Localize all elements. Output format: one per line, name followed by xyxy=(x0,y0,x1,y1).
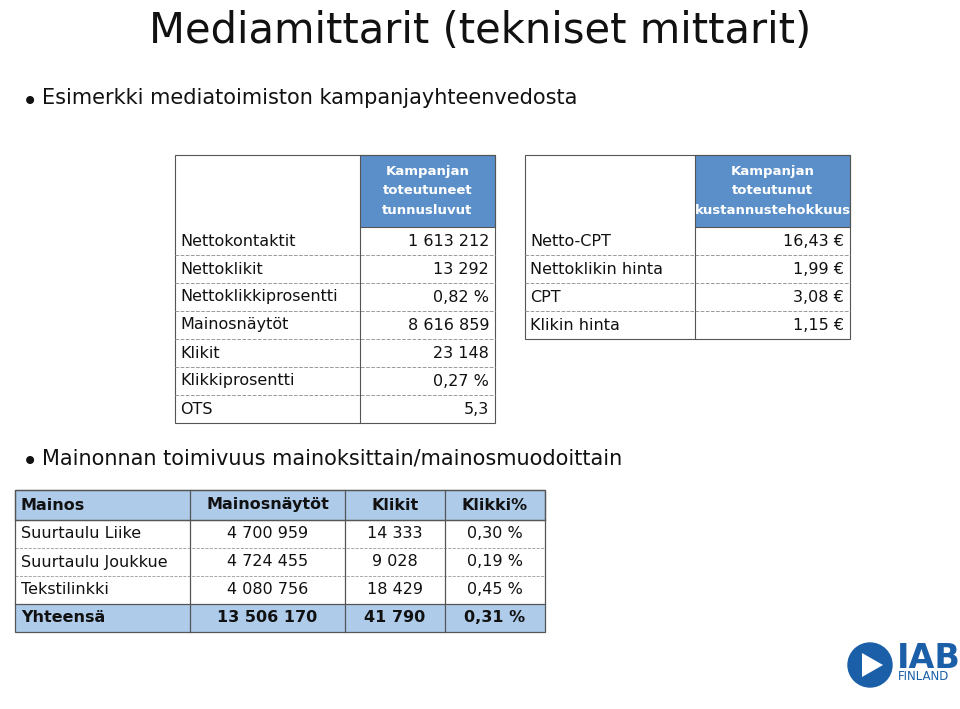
Text: 0,19 %: 0,19 % xyxy=(467,554,523,569)
Text: 1,15 €: 1,15 € xyxy=(793,318,844,333)
Text: Nettoklikin hinta: Nettoklikin hinta xyxy=(530,262,663,277)
Text: Mainosnäytöt: Mainosnäytöt xyxy=(206,498,329,513)
Text: •: • xyxy=(22,448,38,476)
Text: 13 292: 13 292 xyxy=(433,262,489,277)
Text: 3,08 €: 3,08 € xyxy=(793,289,844,304)
Text: Klikki%: Klikki% xyxy=(462,498,528,513)
Text: 1 613 212: 1 613 212 xyxy=(408,233,489,248)
Text: Suurtaulu Liike: Suurtaulu Liike xyxy=(21,527,141,542)
Text: Mainos: Mainos xyxy=(21,498,85,513)
Text: Netto-CPT: Netto-CPT xyxy=(530,233,611,248)
Text: CPT: CPT xyxy=(530,289,561,304)
Text: 23 148: 23 148 xyxy=(433,345,489,360)
Text: Esimerkki mediatoimiston kampanjayhteenvedosta: Esimerkki mediatoimiston kampanjayhteenv… xyxy=(42,88,577,108)
Bar xyxy=(15,548,545,576)
Bar xyxy=(15,520,545,548)
Text: 0,45 %: 0,45 % xyxy=(468,583,523,598)
Bar xyxy=(15,490,545,520)
Text: Yhteensä: Yhteensä xyxy=(21,610,106,625)
Text: Nettoklikkiprosentti: Nettoklikkiprosentti xyxy=(180,289,338,304)
Bar xyxy=(525,227,850,339)
Text: 5,3: 5,3 xyxy=(464,401,489,416)
Text: 9 028: 9 028 xyxy=(372,554,418,569)
Text: Kampanjan
toteutuneet
tunnusluvut: Kampanjan toteutuneet tunnusluvut xyxy=(382,165,472,216)
Text: 0,31 %: 0,31 % xyxy=(465,610,525,625)
Text: 4 080 756: 4 080 756 xyxy=(227,583,308,598)
Bar xyxy=(15,576,545,604)
Text: Nettokontaktit: Nettokontaktit xyxy=(180,233,296,248)
Text: 1,99 €: 1,99 € xyxy=(793,262,844,277)
Text: 13 506 170: 13 506 170 xyxy=(217,610,318,625)
Bar xyxy=(695,155,850,227)
Text: •: • xyxy=(22,88,38,116)
Text: 0,27 %: 0,27 % xyxy=(433,374,489,389)
Text: Klikit: Klikit xyxy=(372,498,419,513)
Text: 4 700 959: 4 700 959 xyxy=(227,527,308,542)
Text: 14 333: 14 333 xyxy=(368,527,422,542)
Bar xyxy=(360,155,495,227)
Polygon shape xyxy=(862,653,883,677)
Bar xyxy=(15,490,545,632)
Text: Mainosnäytöt: Mainosnäytöt xyxy=(180,318,288,333)
Text: 8 616 859: 8 616 859 xyxy=(407,318,489,333)
Text: Klikit: Klikit xyxy=(180,345,220,360)
Bar xyxy=(175,155,495,423)
Text: 4 724 455: 4 724 455 xyxy=(227,554,308,569)
Text: Klikin hinta: Klikin hinta xyxy=(530,318,620,333)
Text: Klikkiprosentti: Klikkiprosentti xyxy=(180,374,295,389)
Text: 0,30 %: 0,30 % xyxy=(468,527,523,542)
Bar xyxy=(525,155,850,339)
Text: Kampanjan
toteutunut
kustannustehokkuus: Kampanjan toteutunut kustannustehokkuus xyxy=(694,165,851,216)
Text: 16,43 €: 16,43 € xyxy=(783,233,844,248)
Text: OTS: OTS xyxy=(180,401,212,416)
Text: Mediamittarit (tekniset mittarit): Mediamittarit (tekniset mittarit) xyxy=(149,10,811,52)
Text: 18 429: 18 429 xyxy=(367,583,423,598)
Text: 41 790: 41 790 xyxy=(365,610,425,625)
Text: Mainonnan toimivuus mainoksittain/mainosmuodoittain: Mainonnan toimivuus mainoksittain/mainos… xyxy=(42,448,622,468)
Text: FINLAND: FINLAND xyxy=(898,671,949,683)
Bar xyxy=(175,227,495,423)
Text: IAB: IAB xyxy=(897,642,960,676)
Text: Nettoklikit: Nettoklikit xyxy=(180,262,263,277)
Text: Suurtaulu Joukkue: Suurtaulu Joukkue xyxy=(21,554,168,569)
Bar xyxy=(15,604,545,632)
Text: Tekstilinkki: Tekstilinkki xyxy=(21,583,108,598)
Text: 0,82 %: 0,82 % xyxy=(433,289,489,304)
Circle shape xyxy=(848,643,892,687)
